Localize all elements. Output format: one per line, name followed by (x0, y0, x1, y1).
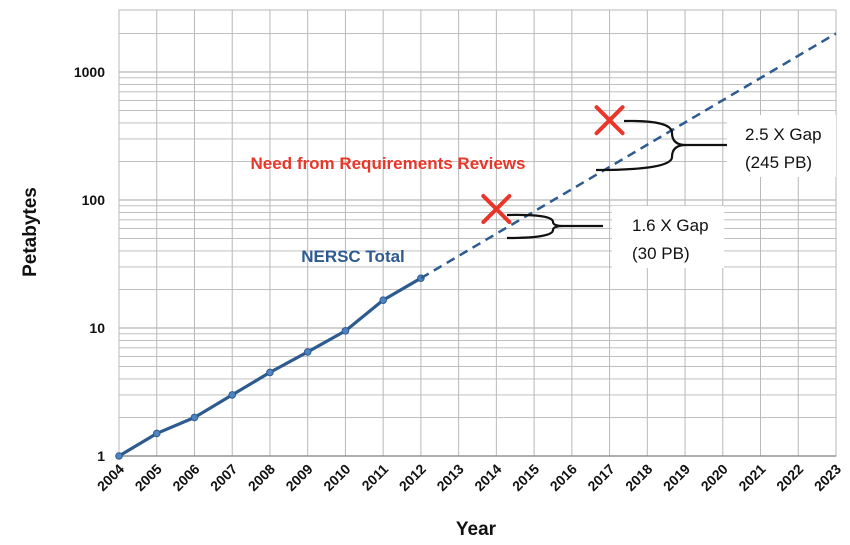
x-tick-label: 2005 (132, 461, 165, 494)
x-tick-label: 2017 (584, 461, 617, 494)
y-axis-title: Petabytes (20, 187, 41, 277)
data-point (152, 429, 161, 438)
data-point (228, 391, 237, 399)
y-tick-label: 10 (89, 320, 105, 336)
projection-dashed-line (420, 32, 837, 280)
x-tick-label: 2009 (282, 461, 315, 494)
gap-1-line2: (30 PB) (632, 244, 690, 263)
gap-1-line1: 1.6 X Gap (632, 216, 709, 235)
annotation-layer (506, 115, 836, 268)
gap-2-line2: (245 PB) (745, 153, 812, 172)
data-point (266, 368, 274, 377)
y-tick-label: 1000 (74, 64, 105, 80)
x-tick-labels: 2004 2005 2006 2007 2008 2009 2010 2011 2012 2013… (94, 461, 844, 494)
data-point (303, 348, 312, 356)
gap-1-brace (506, 213, 603, 240)
requirements-label: Need from Requirements Reviews (251, 154, 526, 173)
x-tick-label: 2012 (396, 461, 429, 494)
x-tick-label: 2011 (358, 461, 391, 494)
requirement-x-marker (594, 105, 625, 136)
x-tick-label: 2023 (811, 461, 844, 494)
data-point (341, 327, 350, 335)
data-point (190, 413, 199, 422)
x-tick-label: 2022 (773, 461, 806, 494)
series-layer (115, 32, 837, 460)
y-tick-label: 1 (97, 448, 105, 464)
plot-area-border (118, 9, 837, 457)
x-axis-title: Year (456, 519, 497, 540)
y-tick-label: 100 (82, 192, 106, 208)
gap-2-line1: 2.5 X Gap (745, 125, 822, 144)
requirement-x-marker (481, 194, 512, 225)
x-tick-label: 2006 (169, 461, 202, 494)
x-tick-label: 2019 (660, 461, 693, 494)
gap-1-box (612, 206, 724, 268)
x-tick-label: 2004 (94, 461, 127, 494)
x-tick-label: 2015 (509, 461, 542, 494)
marker-layer (481, 105, 625, 225)
data-point (115, 452, 123, 460)
grid (118, 9, 837, 457)
data-point (379, 296, 387, 304)
gap-2-box (727, 115, 836, 177)
y-tick-labels: 1 10 100 1000 (74, 64, 105, 464)
gap-2-brace (595, 119, 727, 172)
x-tick-label: 2018 (622, 461, 655, 494)
nersc-total-label: NERSC Total (301, 247, 405, 266)
x-tick-label: 2020 (698, 461, 731, 494)
x-tick-label: 2021 (735, 461, 768, 494)
x-tick-label: 2008 (245, 461, 278, 494)
x-tick-label: 2010 (320, 461, 353, 494)
x-tick-label: 2014 (471, 461, 504, 494)
x-tick-label: 2013 (433, 461, 466, 494)
x-tick-label: 2016 (547, 461, 580, 494)
x-tick-label: 2007 (207, 461, 240, 494)
